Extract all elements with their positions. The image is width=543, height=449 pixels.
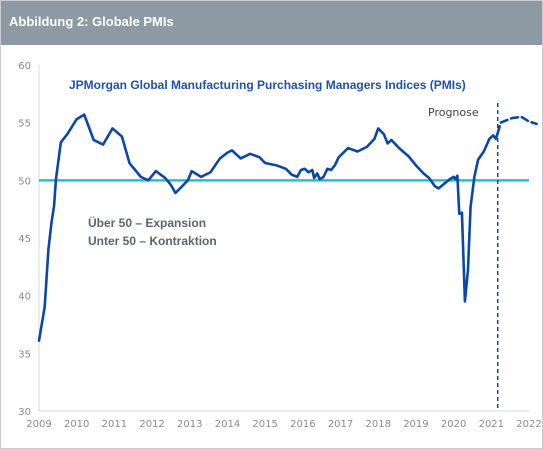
x-tick-label: 2015 bbox=[252, 419, 277, 430]
y-tick-label: 55 bbox=[18, 119, 31, 130]
x-tick-label: 2014 bbox=[215, 419, 240, 430]
x-tick-label: 2020 bbox=[441, 419, 466, 430]
forecast-label: Prognose bbox=[428, 106, 479, 119]
x-tick-label: 2009 bbox=[26, 419, 51, 430]
x-tick-label: 2017 bbox=[328, 419, 353, 430]
x-axis-ticks: 2009 2010 2011 2012 2013 2014 2015 2016 2017 2018… bbox=[26, 419, 541, 430]
figure-header: Abbildung 2: Globale PMIs bbox=[1, 1, 542, 45]
y-tick-label: 35 bbox=[18, 349, 31, 360]
x-tick-label: 2016 bbox=[290, 419, 315, 430]
y-tick-label: 45 bbox=[18, 234, 31, 245]
x-tick-label: 2011 bbox=[102, 419, 127, 430]
figure-title: Abbildung 2: Globale PMIs bbox=[9, 14, 174, 29]
y-tick-label: 50 bbox=[18, 176, 31, 187]
chart-title: JPMorgan Global Manufacturing Purchasing… bbox=[69, 78, 466, 92]
y-tick-label: 40 bbox=[18, 292, 31, 303]
contraction-note: Unter 50 – Kontraktion bbox=[88, 234, 217, 248]
x-tick-label: 2021 bbox=[479, 419, 504, 430]
y-tick-label: 30 bbox=[18, 407, 31, 418]
x-tick-label: 2010 bbox=[64, 419, 89, 430]
y-tick-label: 60 bbox=[18, 61, 31, 72]
x-tick-label: 2012 bbox=[139, 419, 164, 430]
series-line-forecast bbox=[496, 115, 538, 135]
x-tick-label: 2019 bbox=[403, 419, 428, 430]
series-line-actual bbox=[37, 113, 500, 342]
series-layer bbox=[37, 113, 538, 342]
y-axis-ticks: 30 35 40 45 50 55 60 bbox=[18, 61, 31, 418]
x-tick-label: 2013 bbox=[177, 419, 202, 430]
x-tick-label: 2022 bbox=[516, 419, 541, 430]
expansion-note: Über 50 – Expansion bbox=[88, 215, 206, 230]
x-tick-label: 2018 bbox=[366, 419, 391, 430]
